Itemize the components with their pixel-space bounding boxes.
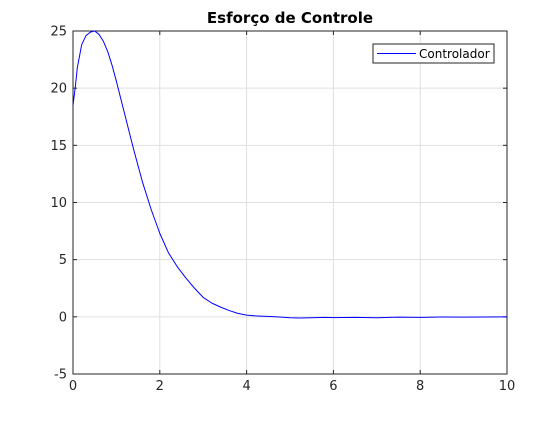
series-layer <box>72 30 508 319</box>
y-axis-tick-labels: -5 0 5 10 15 20 25 <box>50 25 67 383</box>
y-tick-label: 5 <box>59 253 67 268</box>
x-tick-label: 6 <box>329 379 337 394</box>
y-tick-label: 15 <box>50 139 67 154</box>
x-tick-label: 2 <box>156 379 164 394</box>
y-tick-label: 25 <box>50 25 67 40</box>
legend-box <box>372 43 495 64</box>
x-tick-label: 10 <box>499 379 516 394</box>
x-tick-label: 4 <box>242 379 250 394</box>
y-tick-label: 20 <box>50 82 67 97</box>
grid <box>72 30 508 375</box>
legend[interactable]: Controlador <box>372 43 495 64</box>
y-tick-label: 0 <box>59 310 67 325</box>
chart-title: Esforço de Controle <box>207 9 373 27</box>
x-tick-label: 8 <box>416 379 424 394</box>
legend-label: Controlador <box>419 47 490 61</box>
x-tick-label: 0 <box>69 379 77 394</box>
y-tick-label: 10 <box>50 196 67 211</box>
series-line-controlador <box>72 30 508 319</box>
x-axis-tick-labels: 0 2 4 6 8 10 <box>69 379 515 394</box>
y-tick-label: -5 <box>54 368 67 383</box>
